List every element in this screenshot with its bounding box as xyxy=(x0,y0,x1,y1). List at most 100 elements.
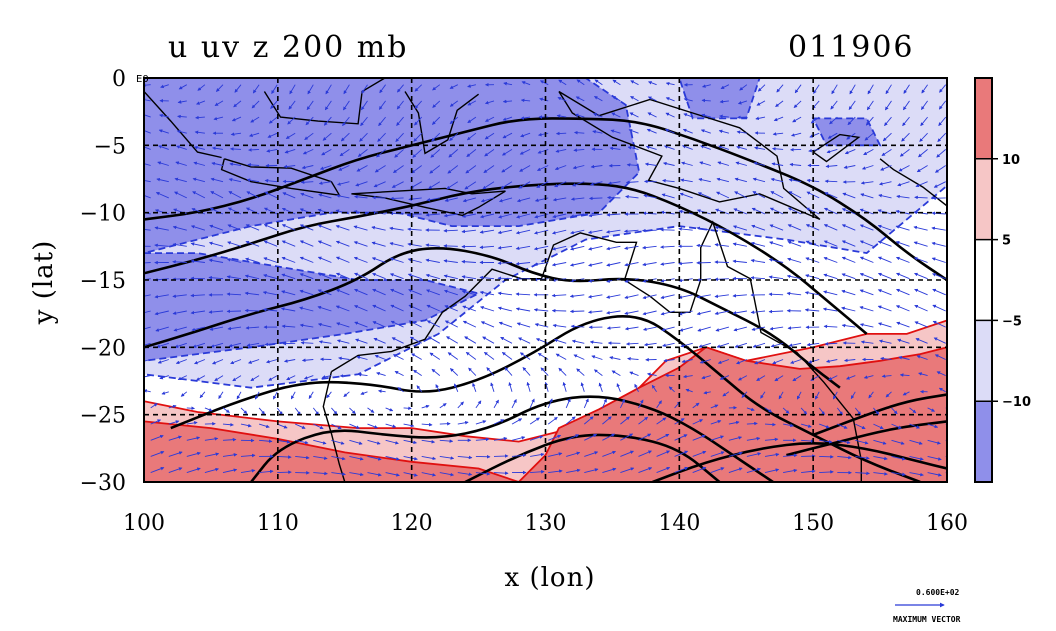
wind-vector xyxy=(144,278,151,281)
wind-vector xyxy=(771,162,784,166)
wind-vector xyxy=(262,307,278,312)
wind-vector xyxy=(714,277,729,282)
wind-vector xyxy=(396,100,404,110)
wind-vector xyxy=(529,417,540,425)
wind-vector xyxy=(230,132,242,136)
wind-vector xyxy=(421,404,430,409)
wind-vector xyxy=(710,451,725,457)
wind-vector xyxy=(227,326,242,331)
wind-vector xyxy=(733,326,748,332)
wind-vector xyxy=(927,455,942,461)
wind-vector xyxy=(425,258,440,263)
wind-vector xyxy=(843,165,856,169)
wind-vector xyxy=(159,113,169,118)
wind-vector xyxy=(772,147,784,151)
wind-vector xyxy=(403,423,415,428)
wind-vector xyxy=(448,149,459,158)
wind-vector xyxy=(231,116,242,122)
wind-vector xyxy=(283,164,296,169)
wind-vector xyxy=(696,294,711,299)
wind-vector xyxy=(735,161,748,166)
wind-vector xyxy=(896,272,910,280)
wind-vector xyxy=(598,382,603,392)
wind-vector xyxy=(714,225,730,231)
wind-vector xyxy=(172,242,187,247)
wind-vector xyxy=(431,368,441,376)
coastline-9 xyxy=(812,133,861,163)
wind-vector xyxy=(258,423,270,429)
y-axis-ticks: 0 −5 −10 −15 −20 −25 −30 xyxy=(80,67,126,496)
wind-vector xyxy=(891,423,902,429)
wind-vector xyxy=(425,213,440,217)
wind-vector xyxy=(343,84,350,95)
wind-vector xyxy=(483,165,495,173)
wind-vector xyxy=(938,100,947,110)
wind-vector xyxy=(353,225,368,231)
wind-vector xyxy=(244,274,260,280)
height-contour-1 xyxy=(144,117,947,282)
wind-vector xyxy=(826,148,838,154)
vector-reference-label: MAXIMUM VECTOR xyxy=(893,615,961,624)
wind-vector xyxy=(335,272,350,280)
x-tick-label: 130 xyxy=(525,511,567,536)
wind-vector xyxy=(574,130,585,135)
wind-vector xyxy=(178,84,188,90)
wind-vector xyxy=(885,100,892,111)
wind-vector xyxy=(859,240,874,247)
wind-vector xyxy=(895,305,910,312)
wind-vector xyxy=(144,128,151,134)
wind-vector xyxy=(498,213,513,219)
wind-vector xyxy=(534,229,549,235)
wind-vector xyxy=(461,275,476,280)
wind-vector xyxy=(426,289,440,296)
wind-vector xyxy=(903,100,910,111)
wind-vector xyxy=(628,129,639,134)
wind-vector xyxy=(284,148,296,154)
wind-vector xyxy=(367,439,381,445)
wind-vector xyxy=(557,96,567,102)
wind-vector xyxy=(194,130,205,135)
wind-vector xyxy=(682,128,693,134)
wind-vector xyxy=(898,355,910,360)
wind-vector xyxy=(431,132,441,142)
wind-vector xyxy=(732,293,747,298)
wind-vector xyxy=(774,375,784,382)
wind-vector xyxy=(157,359,169,364)
wind-vector xyxy=(446,336,459,344)
wind-vector xyxy=(931,211,946,216)
wind-vector xyxy=(823,324,838,329)
wind-vector xyxy=(819,454,834,459)
wind-vector xyxy=(230,359,242,365)
wind-vector xyxy=(411,165,422,174)
wind-vector xyxy=(520,132,531,138)
wind-vector xyxy=(190,242,205,247)
wind-vector xyxy=(155,192,169,199)
wind-vector xyxy=(787,240,802,247)
wind-vector xyxy=(823,207,838,215)
wind-vector xyxy=(465,351,477,360)
wind-vector xyxy=(144,98,151,102)
wind-vector xyxy=(214,100,224,106)
wind-vector xyxy=(416,385,423,393)
wind-vector xyxy=(360,116,368,127)
height-contour-7 xyxy=(652,442,947,482)
wind-vector xyxy=(240,469,256,474)
wind-vector xyxy=(432,84,441,91)
wind-vector xyxy=(751,224,766,231)
wind-vector xyxy=(355,338,368,344)
wind-vector xyxy=(733,208,748,215)
wind-vector xyxy=(860,193,874,199)
wind-vector xyxy=(590,181,603,186)
x-axis-ticks: 100 110 120 130 140 150 160 xyxy=(123,511,968,536)
wind-vector xyxy=(583,398,589,409)
wind-vector xyxy=(859,224,874,231)
wind-vector xyxy=(335,240,350,247)
wind-vector xyxy=(376,371,386,377)
wind-vector xyxy=(342,116,350,127)
wind-vector xyxy=(305,116,314,126)
wind-vector xyxy=(192,342,206,348)
wind-vector xyxy=(280,307,296,312)
wind-vector xyxy=(736,130,747,134)
wind-vector xyxy=(210,342,224,348)
wind-vector xyxy=(324,100,332,111)
